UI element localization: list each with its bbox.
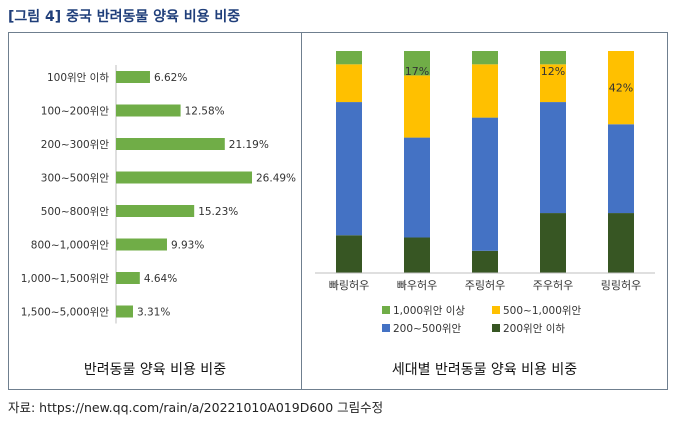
category-label: 1,000~1,500위안 (21, 272, 110, 285)
category-label: 주링허우 (465, 279, 505, 292)
category-label: 100위안 이하 (47, 71, 109, 84)
stacked-bar-segment (472, 117, 498, 251)
stacked-bar-segment (336, 235, 362, 273)
category-label: 빠링허우 (329, 279, 369, 292)
value-label: 6.62% (154, 72, 187, 84)
left-chart-panel: 100위안 이하 6.62% 100~200위안 12.58% 200~300위안 21.… (8, 32, 302, 390)
legend-label: 500~1,000위안 (503, 304, 582, 317)
legend-swatch (382, 324, 390, 332)
bar (116, 71, 150, 83)
bar (116, 272, 140, 284)
stacked-bar-chart: 빠링허우 빠우허우 주링허우 주우허우 링링허우 17% 12% 42% 1,000위안 이상 5… (315, 51, 655, 335)
category-label: 200~300위안 (41, 138, 110, 151)
stacked-bar-segment (336, 64, 362, 103)
stacked-bar-segment (540, 64, 566, 103)
stacked-bar-segment (404, 237, 430, 273)
figure-title-text: 중국 반려동물 양육 비용 비중 (66, 9, 241, 25)
value-label: 15.23% (198, 206, 238, 218)
data-annotation: 42% (609, 82, 633, 95)
value-label: 26.49% (256, 173, 296, 185)
category-label: 100~200위안 (41, 105, 110, 118)
stacked-bar-segment (608, 124, 634, 214)
bar (116, 205, 195, 217)
stacked-bar-segment (472, 51, 498, 65)
legend-swatch (382, 306, 390, 314)
stacked-bar-segment (404, 75, 430, 138)
stacked-bar-segment (336, 51, 362, 65)
stacked-bar-segment (404, 137, 430, 238)
value-label: 9.93% (171, 240, 204, 252)
category-label: 주우허우 (533, 279, 573, 292)
right-chart-title: 세대별 반려동물 양육 비용 비중 (391, 362, 578, 378)
stacked-bar-segment (540, 102, 566, 214)
legend-label: 200~500위안 (393, 322, 462, 335)
bar (116, 138, 225, 150)
category-label: 800~1,000위안 (31, 239, 110, 252)
category-label: 빠우허우 (397, 279, 437, 292)
stacked-bar-segment (608, 51, 634, 125)
data-annotation: 17% (405, 65, 429, 78)
stacked-bar-segment (472, 64, 498, 118)
value-label: 3.31% (137, 307, 170, 319)
legend-swatch (492, 306, 500, 314)
category-label: 500~800위안 (41, 205, 110, 218)
stacked-bar-segment (404, 51, 430, 76)
source-note: 자료: https://new.qq.com/rain/a/20221010A0… (8, 400, 384, 415)
value-label: 21.19% (229, 139, 269, 151)
bar (116, 171, 252, 184)
stacked-bar-segment (608, 213, 634, 273)
value-label: 4.64% (144, 273, 177, 285)
right-chart-panel: 빠링허우 빠우허우 주링허우 주우허우 링링허우 17% 12% 42% 1,000위안 이상 5… (301, 32, 668, 390)
figure-title: [그림 4] 중국 반려동물 양육 비용 비중 (8, 6, 240, 26)
bar (116, 305, 133, 318)
stacked-bar-segment (540, 51, 566, 65)
stacked-bar-segment (472, 250, 498, 273)
horizontal-bar-chart: 100위안 이하 6.62% 100~200위안 12.58% 200~300위안 21.… (21, 65, 296, 324)
category-label: 링링허우 (601, 279, 641, 292)
category-label: 1,500~5,000위안 (21, 306, 110, 319)
legend-swatch (492, 324, 500, 332)
value-label: 12.58% (185, 106, 225, 118)
figure-label: [그림 4] (8, 9, 62, 25)
stacked-bar-segment (540, 213, 566, 273)
left-chart-title: 반려동물 양육 비용 비중 (83, 362, 227, 378)
bar (116, 238, 167, 251)
legend-label: 200위안 이하 (503, 322, 565, 335)
stacked-bar-segment (336, 102, 362, 236)
data-annotation: 12% (541, 65, 565, 78)
legend-label: 1,000위안 이상 (393, 304, 465, 317)
category-label: 300~500위안 (41, 172, 110, 185)
bar (116, 104, 181, 117)
